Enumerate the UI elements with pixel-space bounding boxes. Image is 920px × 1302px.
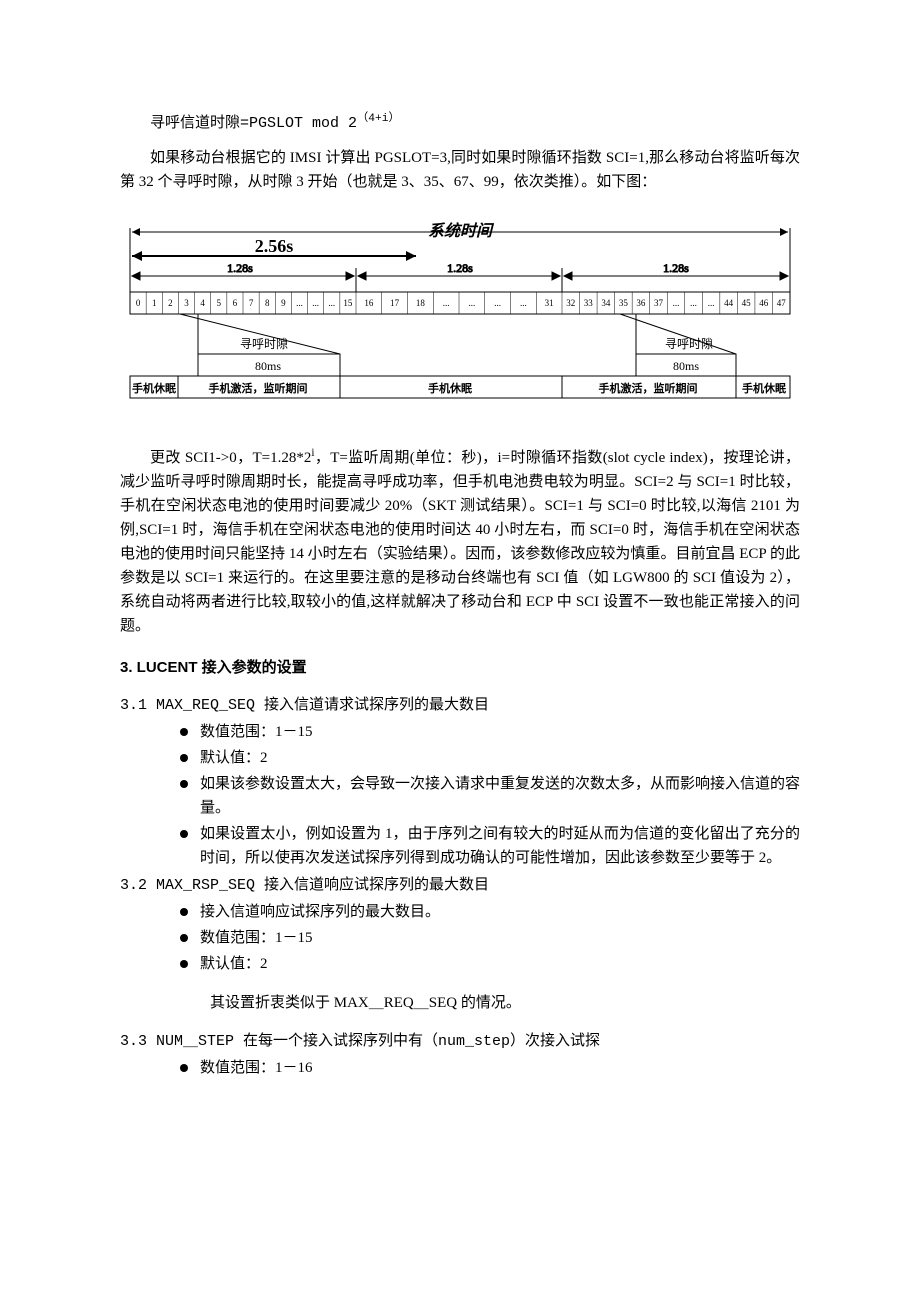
svg-text:4: 4: [200, 298, 205, 308]
bullet-icon: [180, 780, 188, 788]
svg-text:47: 47: [777, 298, 787, 308]
svg-text:...: ...: [690, 298, 697, 308]
section-3-title: 3. LUCENT 接入参数的设置: [120, 656, 800, 680]
svg-text:36: 36: [636, 298, 646, 308]
diagram-svg: 系统时间 2.56s 1.28s 1.28s: [120, 214, 800, 414]
svg-text:34: 34: [601, 298, 611, 308]
bullet-icon: [180, 908, 188, 916]
svg-text:...: ...: [520, 298, 527, 308]
svg-text:31: 31: [545, 298, 554, 308]
list-item: 数值范围：1－16: [180, 1056, 800, 1080]
svg-text:18: 18: [416, 298, 426, 308]
svg-text:...: ...: [673, 298, 680, 308]
bullet-icon: [180, 754, 188, 762]
formula-prefix: 寻呼信道时隙=PGSLOT mod 2: [150, 115, 357, 132]
list-item: 默认值：2: [180, 746, 800, 770]
span-1-28-b: 1.28s: [447, 261, 473, 275]
svg-text:...: ...: [708, 298, 715, 308]
diagram-title: 系统时间: [428, 222, 495, 240]
svg-text:7: 7: [249, 298, 254, 308]
svg-text:1: 1: [152, 298, 157, 308]
svg-text:...: ...: [296, 298, 303, 308]
ms-left: 80ms: [255, 359, 281, 373]
span-1-28-a: 1.28s: [227, 261, 253, 275]
span-2-56s: 2.56s: [255, 236, 294, 256]
row-mid: 手机休眠: [428, 381, 472, 395]
bullet-icon: [180, 1064, 188, 1072]
svg-text:45: 45: [742, 298, 752, 308]
svg-text:46: 46: [759, 298, 769, 308]
intro-paragraph: 如果移动台根据它的 IMSI 计算出 PGSLOT=3,同时如果时隙循环指数 S…: [120, 146, 800, 194]
svg-text:...: ...: [443, 298, 450, 308]
svg-text:6: 6: [233, 298, 238, 308]
seek-label-right: 寻呼时隙: [665, 337, 713, 351]
svg-text:44: 44: [724, 298, 734, 308]
list-item: 如果该参数设置太大，会导致一次接入请求中重复发送的次数太多，从而影响接入信道的容…: [180, 772, 800, 820]
svg-text:...: ...: [494, 298, 501, 308]
row-r1: 手机休眠: [742, 381, 786, 395]
svg-text:9: 9: [281, 298, 286, 308]
formula-exponent: （4+i）: [357, 113, 400, 125]
sub-3-2: 3.2 MAX_RSP_SEQ 接入信道响应试探序列的最大数目: [120, 874, 800, 898]
svg-text:2: 2: [168, 298, 173, 308]
list-item: 数值范围：1－15: [180, 926, 800, 950]
row-l1: 手机激活，监听期间: [209, 381, 308, 395]
svg-text:15: 15: [343, 298, 353, 308]
svg-text:8: 8: [265, 298, 270, 308]
sub-3-3: 3.3 NUM＿STEP 在每一个接入试探序列中有（num_step）次接入试探: [120, 1030, 800, 1054]
svg-text:...: ...: [469, 298, 476, 308]
bullet-icon: [180, 830, 188, 838]
svg-text:35: 35: [619, 298, 629, 308]
svg-text:33: 33: [584, 298, 594, 308]
sub-3-1: 3.1 MAX_REQ_SEQ 接入信道请求试探序列的最大数目: [120, 694, 800, 718]
svg-text:17: 17: [390, 298, 400, 308]
list-item: 接入信道响应试探序列的最大数目。: [180, 900, 800, 924]
row-l0: 手机休眠: [132, 381, 176, 395]
span-1-28-c: 1.28s: [663, 261, 689, 275]
svg-text:3: 3: [184, 298, 189, 308]
list-item: 如果设置太小，例如设置为 1，由于序列之间有较大的时延从而为信道的变化留出了充分…: [180, 822, 800, 870]
svg-text:0: 0: [136, 298, 141, 308]
svg-text:...: ...: [312, 298, 319, 308]
svg-text:37: 37: [654, 298, 664, 308]
list-item: 默认值：2: [180, 952, 800, 976]
formula-line: 寻呼信道时隙=PGSLOT mod 2（4+i）: [120, 110, 800, 136]
ms-right: 80ms: [673, 359, 699, 373]
list-item: 数值范围：1－15: [180, 720, 800, 744]
page: 寻呼信道时隙=PGSLOT mod 2（4+i） 如果移动台根据它的 IMSI …: [0, 0, 920, 1142]
body-paragraph: 更改 SCI1->0，T=1.28*2i，T=监听周期(单位：秒)，i=时隙循环…: [120, 444, 800, 638]
bullet-icon: [180, 934, 188, 942]
bullet-icon: [180, 960, 188, 968]
s32-tail: 其设置折衷类似于 MAX＿REQ＿SEQ 的情况。: [210, 991, 800, 1015]
svg-text:32: 32: [566, 298, 575, 308]
seek-label-left: 寻呼时隙: [240, 337, 288, 351]
svg-text:16: 16: [364, 298, 374, 308]
svg-text:...: ...: [328, 298, 335, 308]
bullet-icon: [180, 728, 188, 736]
row-r0: 手机激活，监听期间: [599, 381, 698, 395]
timing-diagram: 系统时间 2.56s 1.28s 1.28s: [120, 214, 800, 414]
svg-text:5: 5: [217, 298, 222, 308]
